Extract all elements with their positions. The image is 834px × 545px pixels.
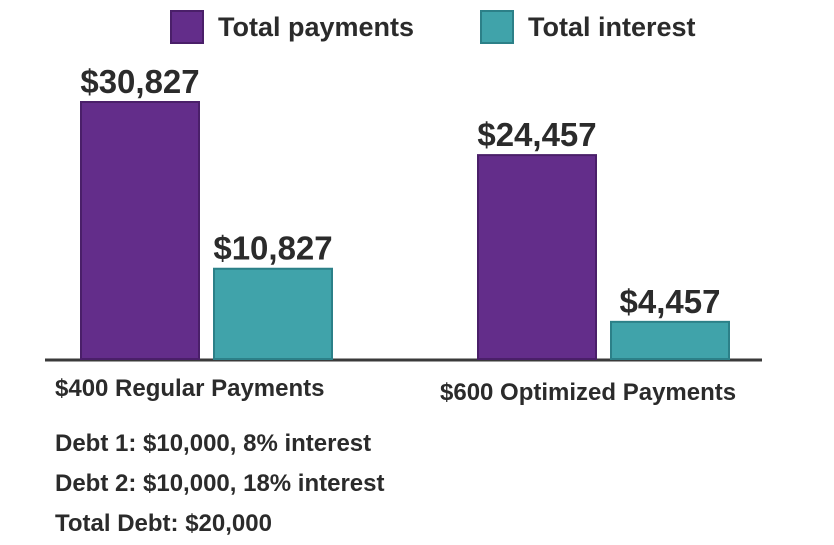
legend-item-total-interest: Total interest: [480, 10, 696, 44]
legend-swatch-total-payments: [170, 10, 204, 44]
bar-total-interest-1: [610, 320, 730, 361]
data-label-total-interest-0: $10,827: [213, 230, 332, 267]
data-label-total-interest-1: $4,457: [620, 283, 721, 320]
bar-total-payments-1: [477, 154, 597, 360]
legend-swatch-total-interest: [480, 10, 514, 44]
category-label-optimized: $600 Optimized Payments: [440, 379, 737, 406]
note-total-debt: Total Debt: $20,000: [55, 510, 272, 537]
bar-total-payments-0: [80, 101, 200, 360]
bar-total-interest-0: [213, 267, 333, 360]
note-debt-2: Debt 2: $10,000, 18% interest: [55, 470, 385, 497]
legend-label-total-interest: Total interest: [528, 11, 696, 42]
category-label-regular: $400 Regular Payments: [55, 375, 325, 402]
legend-item-total-payments: Total payments: [170, 10, 414, 44]
note-debt-1: Debt 1: $10,000, 8% interest: [55, 430, 372, 457]
data-label-total-payments-1: $24,457: [477, 116, 596, 153]
legend-label-total-payments: Total payments: [218, 11, 415, 42]
data-label-total-payments-0: $30,827: [80, 63, 199, 100]
